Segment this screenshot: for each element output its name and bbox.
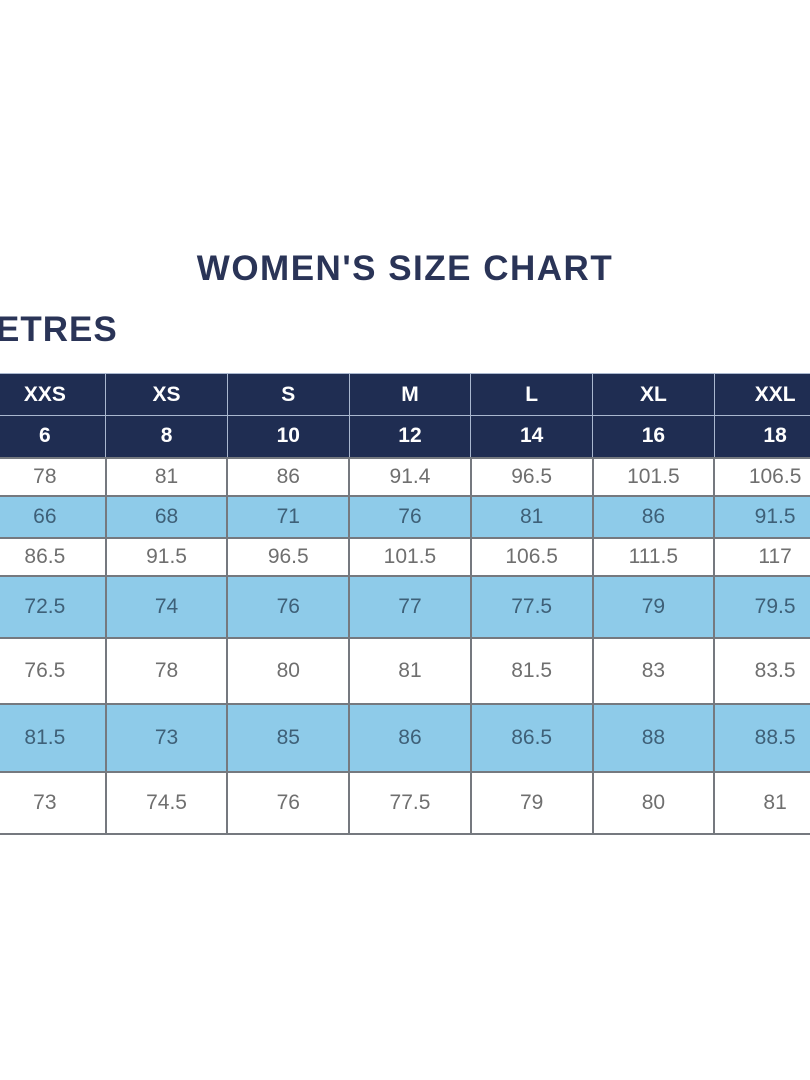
measurement-cell: 77.5 [348, 770, 472, 835]
size-table-body: 78 81 86 91.4 96.5 101.5 106.5 66 68 71 76 81 86 91.5… [0, 456, 810, 835]
measurement-cell: 80 [226, 636, 351, 705]
measurement-cell: 86 [348, 702, 472, 773]
size-number-row: 6 8 10 12 14 16 18 [0, 415, 810, 458]
measurement-cell: 66 [0, 494, 107, 539]
measurement-cell: 79 [469, 770, 594, 835]
size-name-row: XXS XS S M L XL XXL [0, 373, 810, 416]
size-name-cell: M [348, 373, 472, 416]
measurement-cell: 81.5 [0, 702, 107, 773]
size-name-cell: L [470, 373, 594, 416]
measurement-cell: 85 [226, 702, 351, 773]
measurement-cell: 74 [104, 574, 229, 639]
unit-label: ETRES [0, 310, 118, 349]
measurement-cell: 86 [591, 494, 716, 539]
measurement-cell: 68 [104, 494, 229, 539]
measurement-cell: 81 [469, 494, 594, 539]
measurement-cell: 81 [104, 456, 229, 497]
measurement-cell: 117 [713, 536, 810, 577]
measurement-cell: 81 [348, 636, 472, 705]
size-name-cell: XL [592, 373, 715, 416]
measurement-row: 76.5 78 80 81 81.5 83 83.5 [0, 636, 810, 705]
size-name-cell: XXL [713, 373, 810, 416]
measurement-cell: 74.5 [104, 770, 229, 835]
size-table: XXS XS S M L XL XXL 6 8 10 12 14 16 18 78 81 86 91.4 96.5… [0, 373, 810, 835]
measurement-cell: 91.5 [104, 536, 229, 577]
measurement-cell: 91.5 [713, 494, 810, 539]
measurement-row: 81.5 73 85 86 86.5 88 88.5 [0, 702, 810, 773]
measurement-cell: 86.5 [0, 536, 107, 577]
measurement-cell: 96.5 [469, 456, 594, 497]
measurement-cell: 101.5 [348, 536, 472, 577]
measurement-cell: 88.5 [713, 702, 810, 773]
page-title: WOMEN'S SIZE CHART [196, 249, 614, 288]
measurement-row: 73 74.5 76 77.5 79 80 81 [0, 770, 810, 835]
measurement-cell: 81.5 [469, 636, 594, 705]
measurement-row: 86.5 91.5 96.5 101.5 106.5 111.5 117 [0, 536, 810, 577]
measurement-cell: 81 [713, 770, 810, 835]
measurement-cell: 83 [591, 636, 716, 705]
measurement-row: 78 81 86 91.4 96.5 101.5 106.5 [0, 456, 810, 497]
measurement-cell: 79.5 [713, 574, 810, 639]
measurement-cell: 78 [104, 636, 229, 705]
measurement-cell: 111.5 [591, 536, 716, 577]
measurement-cell: 76.5 [0, 636, 107, 705]
measurement-cell: 80 [591, 770, 716, 835]
measurement-cell: 73 [0, 770, 107, 835]
size-table-head: XXS XS S M L XL XXL 6 8 10 12 14 16 18 [0, 373, 810, 458]
measurement-cell: 96.5 [226, 536, 351, 577]
size-number-cell: 6 [0, 415, 107, 458]
measurement-cell: 77 [348, 574, 472, 639]
measurement-cell: 71 [226, 494, 351, 539]
size-name-cell: XXS [0, 373, 107, 416]
measurement-cell: 73 [104, 702, 229, 773]
measurement-cell: 76 [226, 770, 351, 835]
measurement-cell: 86 [226, 456, 351, 497]
measurement-cell: 106.5 [469, 536, 594, 577]
size-chart-table-wrap: XXS XS S M L XL XXL 6 8 10 12 14 16 18 78 81 86 91.4 96.5… [0, 373, 810, 835]
measurement-cell: 79 [591, 574, 716, 639]
measurement-cell: 76 [226, 574, 351, 639]
measurement-cell: 91.4 [348, 456, 472, 497]
size-name-cell: S [226, 373, 350, 416]
measurement-cell: 88 [591, 702, 716, 773]
measurement-cell: 77.5 [469, 574, 594, 639]
size-number-cell: 10 [226, 415, 350, 458]
size-number-cell: 14 [470, 415, 594, 458]
measurement-cell: 86.5 [469, 702, 594, 773]
measurement-cell: 76 [348, 494, 472, 539]
size-number-cell: 12 [348, 415, 472, 458]
measurement-cell: 83.5 [713, 636, 810, 705]
measurement-row: 72.5 74 76 77 77.5 79 79.5 [0, 574, 810, 639]
measurement-row: 66 68 71 76 81 86 91.5 [0, 494, 810, 539]
size-name-cell: XS [105, 373, 228, 416]
size-number-cell: 18 [713, 415, 810, 458]
measurement-cell: 106.5 [713, 456, 810, 497]
size-number-cell: 16 [592, 415, 715, 458]
measurement-cell: 101.5 [591, 456, 716, 497]
measurement-cell: 72.5 [0, 574, 107, 639]
measurement-cell: 78 [0, 456, 107, 497]
size-number-cell: 8 [105, 415, 228, 458]
